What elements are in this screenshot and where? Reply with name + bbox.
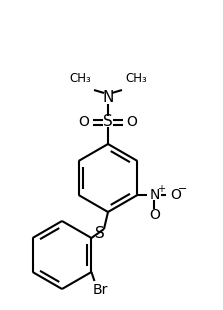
Text: O: O [149, 208, 160, 222]
Text: Br: Br [93, 283, 108, 297]
Text: N: N [149, 188, 160, 202]
Text: +: + [157, 184, 165, 194]
Text: O: O [78, 115, 89, 129]
Text: −: − [178, 184, 187, 194]
Text: S: S [95, 227, 105, 241]
Text: N: N [102, 91, 114, 105]
Text: O: O [170, 188, 181, 202]
Text: CH₃: CH₃ [125, 72, 147, 85]
Text: CH₃: CH₃ [69, 72, 91, 85]
Text: S: S [103, 114, 113, 130]
Text: O: O [127, 115, 137, 129]
